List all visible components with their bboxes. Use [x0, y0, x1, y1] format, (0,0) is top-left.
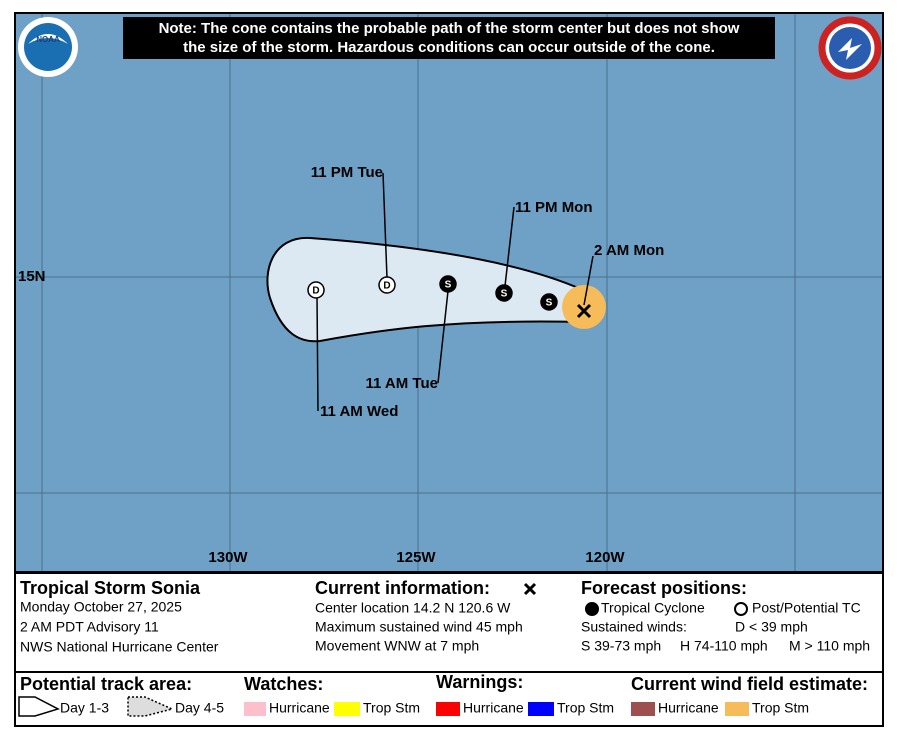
point-label: 11 AM Wed — [320, 403, 398, 420]
logo-bird — [28, 34, 68, 44]
point-label: 11 AM Tue — [365, 375, 438, 392]
legend-dot — [585, 602, 599, 616]
logo-text: NOAA — [36, 35, 60, 44]
point-label: 11 PM Mon — [515, 199, 593, 216]
cone-swatch — [18, 696, 60, 717]
note-line: the size of the storm. Hazardous conditi… — [183, 39, 715, 56]
x-mark — [576, 303, 592, 319]
legend-panel — [16, 673, 882, 725]
noaa-logo: NOAA — [18, 17, 78, 77]
leader-line — [316, 295, 319, 412]
marker-letter: S — [445, 280, 452, 291]
legend-text: Hurricane — [269, 700, 330, 716]
lon-label: 125W — [396, 549, 436, 566]
swatch — [334, 702, 360, 716]
legend-text: Hurricane — [463, 700, 524, 716]
logo-band — [818, 16, 882, 80]
swatch — [528, 702, 554, 716]
marker-letter: S — [501, 289, 508, 300]
leader-line — [583, 255, 594, 306]
logo-bolt — [838, 38, 862, 60]
legend-text: Hurricane — [658, 700, 719, 716]
info-text: Monday October 27, 2025 — [20, 599, 182, 615]
lat-label: 15N — [18, 268, 46, 285]
forecast-title: Forecast positions: — [581, 578, 747, 598]
swatch — [436, 702, 460, 716]
current-title: Current information: — [315, 578, 490, 598]
grid — [16, 14, 882, 571]
forecast-markers: S S S D D — [307, 275, 558, 311]
legend-heading: Current wind field estimate: — [631, 674, 868, 694]
info-text: NWS National Hurricane Center — [20, 639, 219, 655]
leader-line — [382, 172, 388, 279]
legend-text: Day 1-3 — [60, 700, 109, 716]
marker-letter: D — [312, 286, 319, 297]
swatch — [631, 702, 655, 716]
current-text: Movement WNW at 7 mph — [315, 638, 479, 654]
forecast-text: Sustained winds: — [581, 619, 687, 635]
legend-heading: Potential track area: — [20, 674, 192, 694]
legend-text: Trop Stm — [557, 700, 614, 716]
info-panel — [16, 574, 882, 671]
nws-logo — [818, 16, 882, 80]
current-text: Maximum sustained wind 45 mph — [315, 619, 523, 635]
current-text: Center location 14.2 N 120.6 W — [315, 600, 511, 616]
legend-heading: Warnings: — [436, 672, 523, 692]
storm-name: Tropical Storm Sonia — [20, 578, 201, 598]
forecast-marker — [378, 276, 396, 294]
forecast-marker — [540, 293, 558, 311]
logo-disc — [24, 23, 72, 71]
forecast-text: S 39-73 mph — [581, 638, 661, 654]
legend-dot — [734, 602, 748, 616]
forecast-marker — [307, 281, 325, 299]
legend-text: Trop Stm — [363, 700, 420, 716]
legend-heading: Watches: — [244, 674, 323, 694]
forecast-text: D < 39 mph — [735, 619, 808, 635]
marker-letter: D — [383, 281, 390, 292]
x-mark — [523, 582, 537, 596]
point-label: 11 PM Tue — [311, 164, 383, 181]
note-box — [123, 17, 775, 59]
leader-line — [504, 206, 515, 287]
marker-letter: S — [546, 298, 553, 309]
label-leaders — [316, 172, 594, 412]
forecast-text: M > 110 mph — [789, 638, 870, 654]
note-line: Note: The cone contains the probable pat… — [159, 20, 740, 37]
forecast-marker — [439, 275, 457, 293]
lon-label: 130W — [208, 549, 248, 566]
legend-text: Trop Stm — [752, 700, 809, 716]
point-label: 2 AM Mon — [594, 242, 664, 259]
forecast-text: Tropical Cyclone — [601, 600, 705, 616]
current-position — [576, 303, 592, 319]
forecast-cone — [266, 236, 584, 343]
swatch — [244, 702, 266, 716]
wind-field — [562, 285, 606, 329]
leader-line — [437, 290, 449, 384]
forecast-marker — [495, 284, 513, 302]
info-text: 2 AM PDT Advisory 11 — [20, 619, 159, 635]
forecast-text: Post/Potential TC — [752, 600, 861, 616]
legend-x — [523, 582, 537, 596]
forecast-text: H 74-110 mph — [680, 638, 768, 654]
legend-text: Day 4-5 — [175, 700, 224, 716]
cone-swatch — [127, 696, 175, 717]
lon-label: 120W — [585, 549, 625, 566]
swatch — [725, 702, 749, 716]
